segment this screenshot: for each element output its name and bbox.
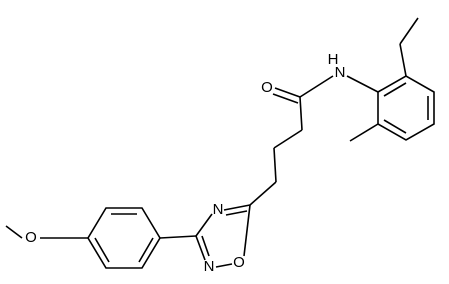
bond (243, 204, 251, 257)
atom-label: H (328, 51, 339, 68)
bond (159, 235, 197, 239)
bond (195, 213, 213, 237)
bond (383, 82, 407, 97)
bond (94, 237, 110, 263)
bond (215, 263, 233, 268)
bond (273, 129, 303, 149)
bond (223, 204, 251, 211)
atom-label: O (233, 254, 245, 271)
bond (349, 123, 379, 142)
bond (383, 119, 407, 134)
bond (249, 181, 277, 206)
bond (225, 210, 248, 216)
bond (299, 96, 303, 131)
bond (346, 75, 379, 93)
atom-label: N (204, 258, 215, 275)
bond (273, 147, 277, 183)
atom-label: N (213, 201, 224, 218)
bond (399, 43, 407, 77)
bond (399, 17, 419, 45)
ring (377, 75, 435, 141)
bond (5, 225, 23, 239)
bond (201, 235, 210, 257)
bonds (5, 17, 435, 269)
atom-label: O (25, 229, 37, 246)
ring (87, 207, 161, 269)
bond (299, 75, 334, 98)
atom-label: O (261, 79, 273, 96)
bond (272, 93, 299, 104)
bond (274, 87, 301, 98)
bond (195, 235, 206, 261)
bond (138, 237, 154, 263)
atom-label: N (335, 64, 346, 81)
